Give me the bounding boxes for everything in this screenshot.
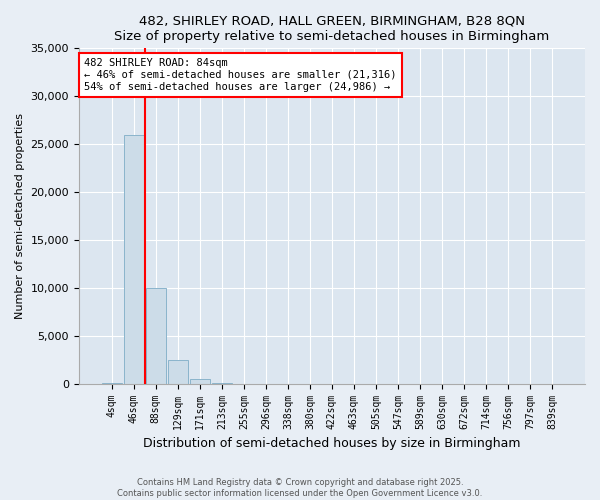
- Text: 482 SHIRLEY ROAD: 84sqm
← 46% of semi-detached houses are smaller (21,316)
54% o: 482 SHIRLEY ROAD: 84sqm ← 46% of semi-de…: [84, 58, 397, 92]
- Bar: [146, 288, 166, 384]
- Bar: [190, 379, 210, 384]
- Bar: [102, 382, 122, 384]
- Y-axis label: Number of semi-detached properties: Number of semi-detached properties: [15, 113, 25, 319]
- X-axis label: Distribution of semi-detached houses by size in Birmingham: Distribution of semi-detached houses by …: [143, 437, 521, 450]
- Bar: [212, 383, 232, 384]
- Bar: [124, 134, 144, 384]
- Text: Contains HM Land Registry data © Crown copyright and database right 2025.
Contai: Contains HM Land Registry data © Crown c…: [118, 478, 482, 498]
- Title: 482, SHIRLEY ROAD, HALL GREEN, BIRMINGHAM, B28 8QN
Size of property relative to : 482, SHIRLEY ROAD, HALL GREEN, BIRMINGHA…: [115, 15, 550, 43]
- Bar: [168, 360, 188, 384]
